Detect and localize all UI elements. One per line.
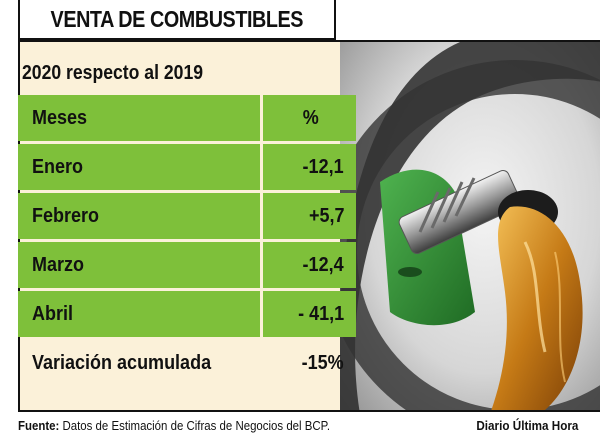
table-header-row: Meses %: [18, 95, 356, 141]
table-row: Enero -12,1: [18, 144, 356, 190]
row-value-enero: -12,1: [302, 155, 344, 178]
row-value-abril: - 41,1: [297, 302, 344, 325]
source-text: Datos de Estimación de Cifras de Negocio…: [59, 418, 331, 433]
table-total-row: Variación acumulada -15%: [18, 340, 356, 386]
row-label-marzo: Marzo: [32, 253, 85, 276]
page-title: VENTA DE COMBUSTIBLES: [50, 5, 304, 32]
table-row: Febrero +5,7: [18, 193, 356, 239]
data-table: Meses % Enero -12,1 Febrero +5,7 Marzo -…: [18, 95, 356, 389]
total-label: Variación acumulada: [32, 351, 212, 374]
fuel-nozzle-illustration: [340, 42, 600, 410]
column-header-percent: %: [302, 106, 319, 129]
source-note: Fuente: Datos de Estimación de Cifras de…: [18, 418, 330, 433]
row-value-febrero: +5,7: [308, 204, 344, 227]
row-label-abril: Abril: [32, 302, 74, 325]
table-row: Marzo -12,4: [18, 242, 356, 288]
row-value-marzo: -12,4: [302, 253, 344, 276]
title-box: VENTA DE COMBUSTIBLES: [18, 0, 336, 40]
subtitle: 2020 respecto al 2019: [22, 62, 204, 84]
footer: Fuente: Datos de Estimación de Cifras de…: [0, 412, 600, 439]
publisher-credit: Diario Última Hora: [475, 418, 578, 433]
column-header-months: Meses: [32, 106, 88, 129]
row-label-enero: Enero: [32, 155, 84, 178]
total-value: -15%: [301, 351, 344, 374]
table-row: Abril - 41,1: [18, 291, 356, 337]
row-label-febrero: Febrero: [32, 204, 100, 227]
source-label: Fuente:: [18, 418, 60, 433]
